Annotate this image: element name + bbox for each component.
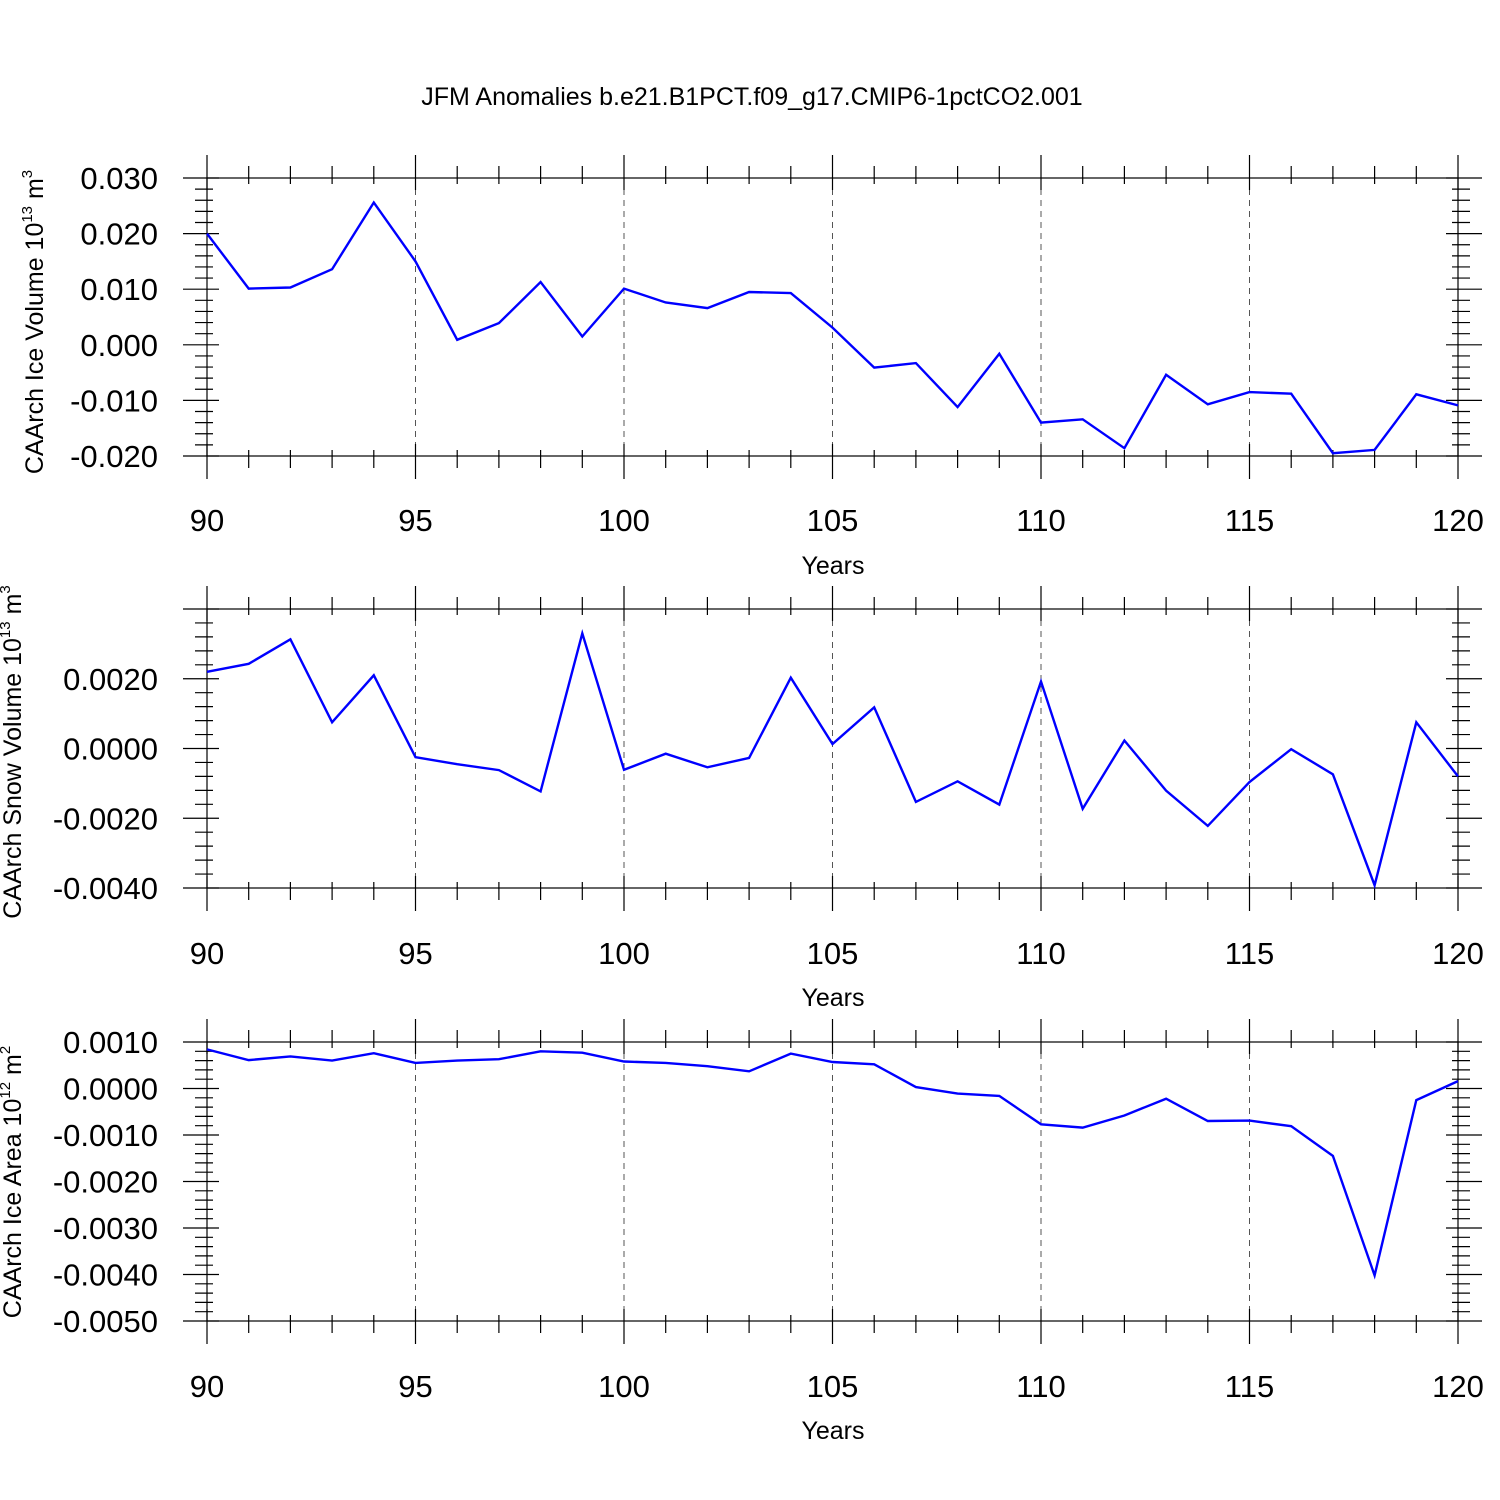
snow-volume-plot-frame [206, 608, 1459, 889]
ice-volume-x-tick-label: 115 [1225, 503, 1274, 538]
snow-volume-y-label-exponent: 13 [0, 621, 14, 638]
snow-volume-panel: Years CAArch Snow Volume 1013 m3 -0.0040… [0, 585, 1484, 1012]
snow-volume-y-tick-label: -0.0040 [53, 871, 158, 906]
snow-volume-y-tick-label: 0.0020 [63, 662, 158, 697]
ice-area-series-line [206, 1048, 1459, 1280]
snow-volume-y-tick-label: -0.0020 [53, 801, 158, 836]
ice-volume-y-tick-label: -0.010 [70, 383, 158, 418]
snow-volume-x-tick-label: 90 [190, 936, 224, 971]
ice-volume-y-label-text: CAArch Ice Volume 10 [21, 223, 49, 475]
snow-volume-y-label-unit-power: 3 [0, 585, 14, 593]
ice-area-y-tick-label: 0.0000 [63, 1072, 158, 1107]
ice-volume-y-tick-label: 0.020 [80, 217, 158, 252]
ice-area-y-tick-label: -0.0040 [53, 1258, 158, 1293]
ice-volume-x-tick-label: 110 [1016, 503, 1065, 538]
ice-volume-x-tick-label: 90 [190, 503, 224, 538]
ice-area-x-tick-label: 120 [1432, 1369, 1484, 1404]
ice-area-y-tick-label: 0.0010 [63, 1025, 158, 1060]
snow-volume-y-axis-title: CAArch Snow Volume 1013 m3 [0, 585, 27, 919]
ice-area-y-label-exponent: 12 [0, 1082, 14, 1099]
ice-volume-y-tick-label: 0.000 [80, 328, 158, 363]
ice-volume-y-label-exponent: 13 [19, 206, 36, 223]
ice-volume-series-line [206, 200, 1459, 455]
ice-volume-x-tick-label: 100 [598, 503, 650, 538]
snow-volume-x-tick-label: 110 [1016, 936, 1065, 971]
figure-title: JFM Anomalies b.e21.B1PCT.f09_g17.CMIP6-… [421, 83, 1082, 111]
ice-area-y-tick-label: -0.0030 [53, 1211, 158, 1246]
ice-area-y-label-text: CAArch Ice Area 10 [0, 1099, 27, 1319]
ice-volume-y-axis-title: CAArch Ice Volume 1013 m3 [19, 170, 49, 474]
ice-area-panel: Years CAArch Ice Area 1012 m2 -0.0050 -0.… [0, 1019, 1484, 1445]
ice-area-y-label-unit: m [0, 1054, 27, 1075]
ice-area-plot-frame [206, 1041, 1459, 1322]
ice-area-x-tick-label: 90 [190, 1369, 224, 1404]
ice-area-x-tick-label: 105 [807, 1369, 859, 1404]
ice-area-y-tick-label: -0.0010 [53, 1118, 158, 1153]
ice-area-x-axis-title: Years [801, 1417, 864, 1445]
ice-volume-x-tick-label: 120 [1432, 503, 1484, 538]
snow-volume-y-label-unit: m [0, 594, 27, 615]
ice-area-y-tick-label: -0.0050 [53, 1304, 158, 1339]
ice-area-y-label-unit-power: 2 [0, 1046, 14, 1054]
snow-volume-series-line [206, 629, 1459, 890]
ice-area-x-tick-label: 95 [398, 1369, 432, 1404]
ice-volume-panel: Years CAArch Ice Volume 1013 m3 -0.020 -0… [19, 155, 1484, 580]
ice-volume-y-tick-label: 0.010 [80, 272, 158, 307]
snow-volume-x-tick-label: 120 [1432, 936, 1484, 971]
ice-area-x-tick-label: 115 [1225, 1369, 1274, 1404]
ice-area-y-tick-label: -0.0020 [53, 1165, 158, 1200]
snow-volume-y-tick-label: 0.0000 [63, 732, 158, 767]
ice-volume-y-tick-label: 0.030 [80, 161, 158, 196]
snow-volume-x-tick-label: 105 [807, 936, 859, 971]
ice-volume-x-tick-label: 95 [398, 503, 432, 538]
snow-volume-x-tick-label: 95 [398, 936, 432, 971]
ice-volume-y-label-unit: m [21, 178, 49, 199]
ice-area-y-axis-title: CAArch Ice Area 1012 m2 [0, 1046, 27, 1318]
snow-volume-x-tick-label: 100 [598, 936, 650, 971]
ice-volume-y-label-unit-power: 3 [19, 170, 36, 178]
ice-area-x-tick-label: 110 [1016, 1369, 1065, 1404]
ice-volume-x-axis-title: Years [801, 552, 864, 580]
ice-volume-y-tick-label: -0.020 [70, 439, 158, 474]
snow-volume-x-axis-title: Years [801, 984, 864, 1012]
ice-area-x-tick-label: 100 [598, 1369, 650, 1404]
ice-volume-x-tick-label: 105 [807, 503, 859, 538]
snow-volume-y-label-text: CAArch Snow Volume 10 [0, 638, 27, 919]
snow-volume-x-tick-label: 115 [1225, 936, 1274, 971]
